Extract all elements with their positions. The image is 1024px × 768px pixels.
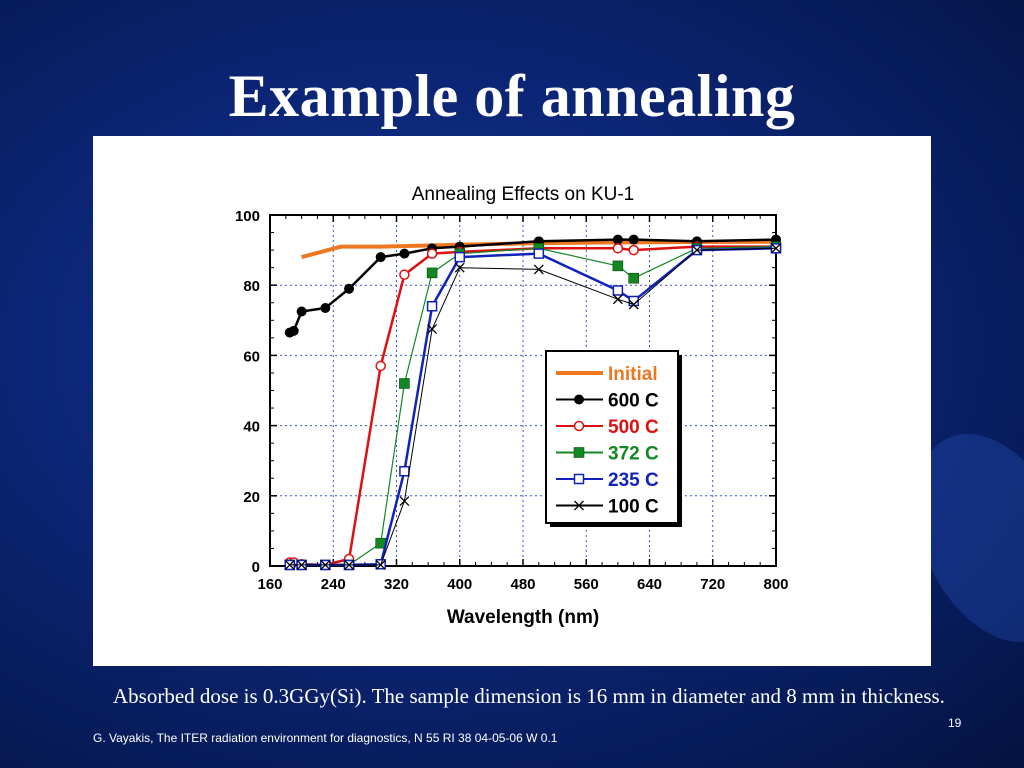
legend-entry: 372 C — [556, 444, 659, 465]
data-point — [573, 473, 585, 485]
data-point — [375, 559, 386, 570]
data-point — [573, 420, 585, 432]
data-point — [426, 267, 438, 279]
data-point — [691, 245, 702, 256]
data-point — [573, 447, 585, 458]
data-point — [533, 248, 545, 259]
chart-title: Annealing Effects on KU-1 — [412, 184, 635, 205]
series-4 — [284, 243, 782, 571]
data-point — [612, 285, 624, 296]
data-point — [628, 234, 639, 245]
x-axis: 160 240 320 400 480 560 640 720 800 — [257, 215, 789, 593]
data-point — [612, 243, 624, 254]
slide-footer: G. Vayakis, The ITER radiation environme… — [93, 731, 558, 745]
data-point — [375, 360, 386, 372]
data-point — [612, 260, 624, 272]
legend-box — [545, 350, 679, 524]
data-point — [771, 243, 781, 254]
series-line — [289, 247, 777, 566]
data-point — [426, 301, 438, 312]
data-point — [427, 324, 438, 335]
data-point — [612, 294, 623, 305]
data-point — [284, 559, 295, 570]
data-point — [320, 303, 331, 314]
data-point — [320, 559, 331, 570]
legend-label: 100 C — [608, 497, 659, 518]
page-number: 19 — [948, 716, 962, 730]
series-1 — [284, 234, 781, 338]
legend-entry: 500 C — [556, 417, 659, 438]
x-tick-label: 400 — [447, 576, 472, 593]
slide-title: Example of annealing — [228, 63, 796, 129]
data-point — [344, 559, 355, 570]
data-point — [628, 299, 639, 310]
data-point — [296, 306, 307, 317]
data-point — [399, 248, 410, 259]
y-tick-label: 80 — [243, 278, 260, 295]
slide-caption: Absorbed dose is 0.3GGy(Si). The sample … — [113, 684, 945, 708]
data-point — [296, 559, 307, 570]
data-point — [454, 262, 465, 273]
x-tick-label: 720 — [700, 576, 725, 593]
x-tick-label: 160 — [257, 576, 282, 593]
y-tick-label: 20 — [243, 489, 260, 506]
legend-entry: 100 C — [556, 497, 659, 518]
data-point — [375, 252, 386, 263]
data-point — [612, 234, 623, 245]
series-line — [289, 245, 776, 567]
series-5 — [284, 243, 781, 570]
series-3 — [284, 241, 782, 571]
legend-entry: 235 C — [556, 470, 659, 491]
data-point — [399, 465, 410, 477]
x-tick-label: 800 — [763, 576, 788, 593]
x-tick-label: 560 — [574, 576, 599, 593]
legend-entry: 600 C — [556, 391, 659, 412]
data-point — [399, 378, 410, 389]
data-point — [574, 500, 584, 511]
series-line — [289, 246, 777, 566]
data-point — [399, 269, 410, 280]
series-line — [289, 247, 777, 567]
x-tick-label: 320 — [384, 576, 409, 593]
data-point — [454, 251, 465, 263]
legend-label: Initial — [608, 364, 658, 385]
data-point — [426, 248, 438, 259]
x-axis-label: Wavelength (nm) — [447, 607, 599, 628]
x-tick-label: 640 — [637, 576, 662, 593]
data-point — [399, 496, 410, 507]
y-axis: 0 20 40 60 80 100 — [235, 208, 776, 576]
legend: Initial 600 C 500 C 372 C 235 C 100 C — [545, 350, 682, 527]
data-point — [628, 272, 639, 284]
x-tick-label: 480 — [510, 576, 535, 593]
y-tick-label: 60 — [243, 348, 260, 365]
legend-label: 235 C — [608, 470, 659, 491]
series-2 — [284, 241, 782, 571]
legend-label: 372 C — [608, 444, 659, 465]
data-point — [574, 394, 584, 405]
legend-label: 600 C — [608, 391, 659, 412]
legend-label: 500 C — [608, 417, 659, 438]
data-point — [344, 283, 355, 294]
data-point — [628, 244, 639, 256]
y-tick-label: 0 — [252, 559, 260, 576]
data-point — [533, 264, 544, 275]
chart-panel: Annealing Effects on KU-1 160 240 320 400 480… — [93, 136, 931, 666]
x-tick-label: 240 — [321, 576, 346, 593]
legend-entry: Initial — [556, 364, 658, 385]
y-tick-label: 40 — [243, 419, 260, 436]
grid-lines — [270, 215, 776, 566]
data-point — [288, 325, 299, 336]
y-tick-label: 100 — [235, 208, 260, 225]
